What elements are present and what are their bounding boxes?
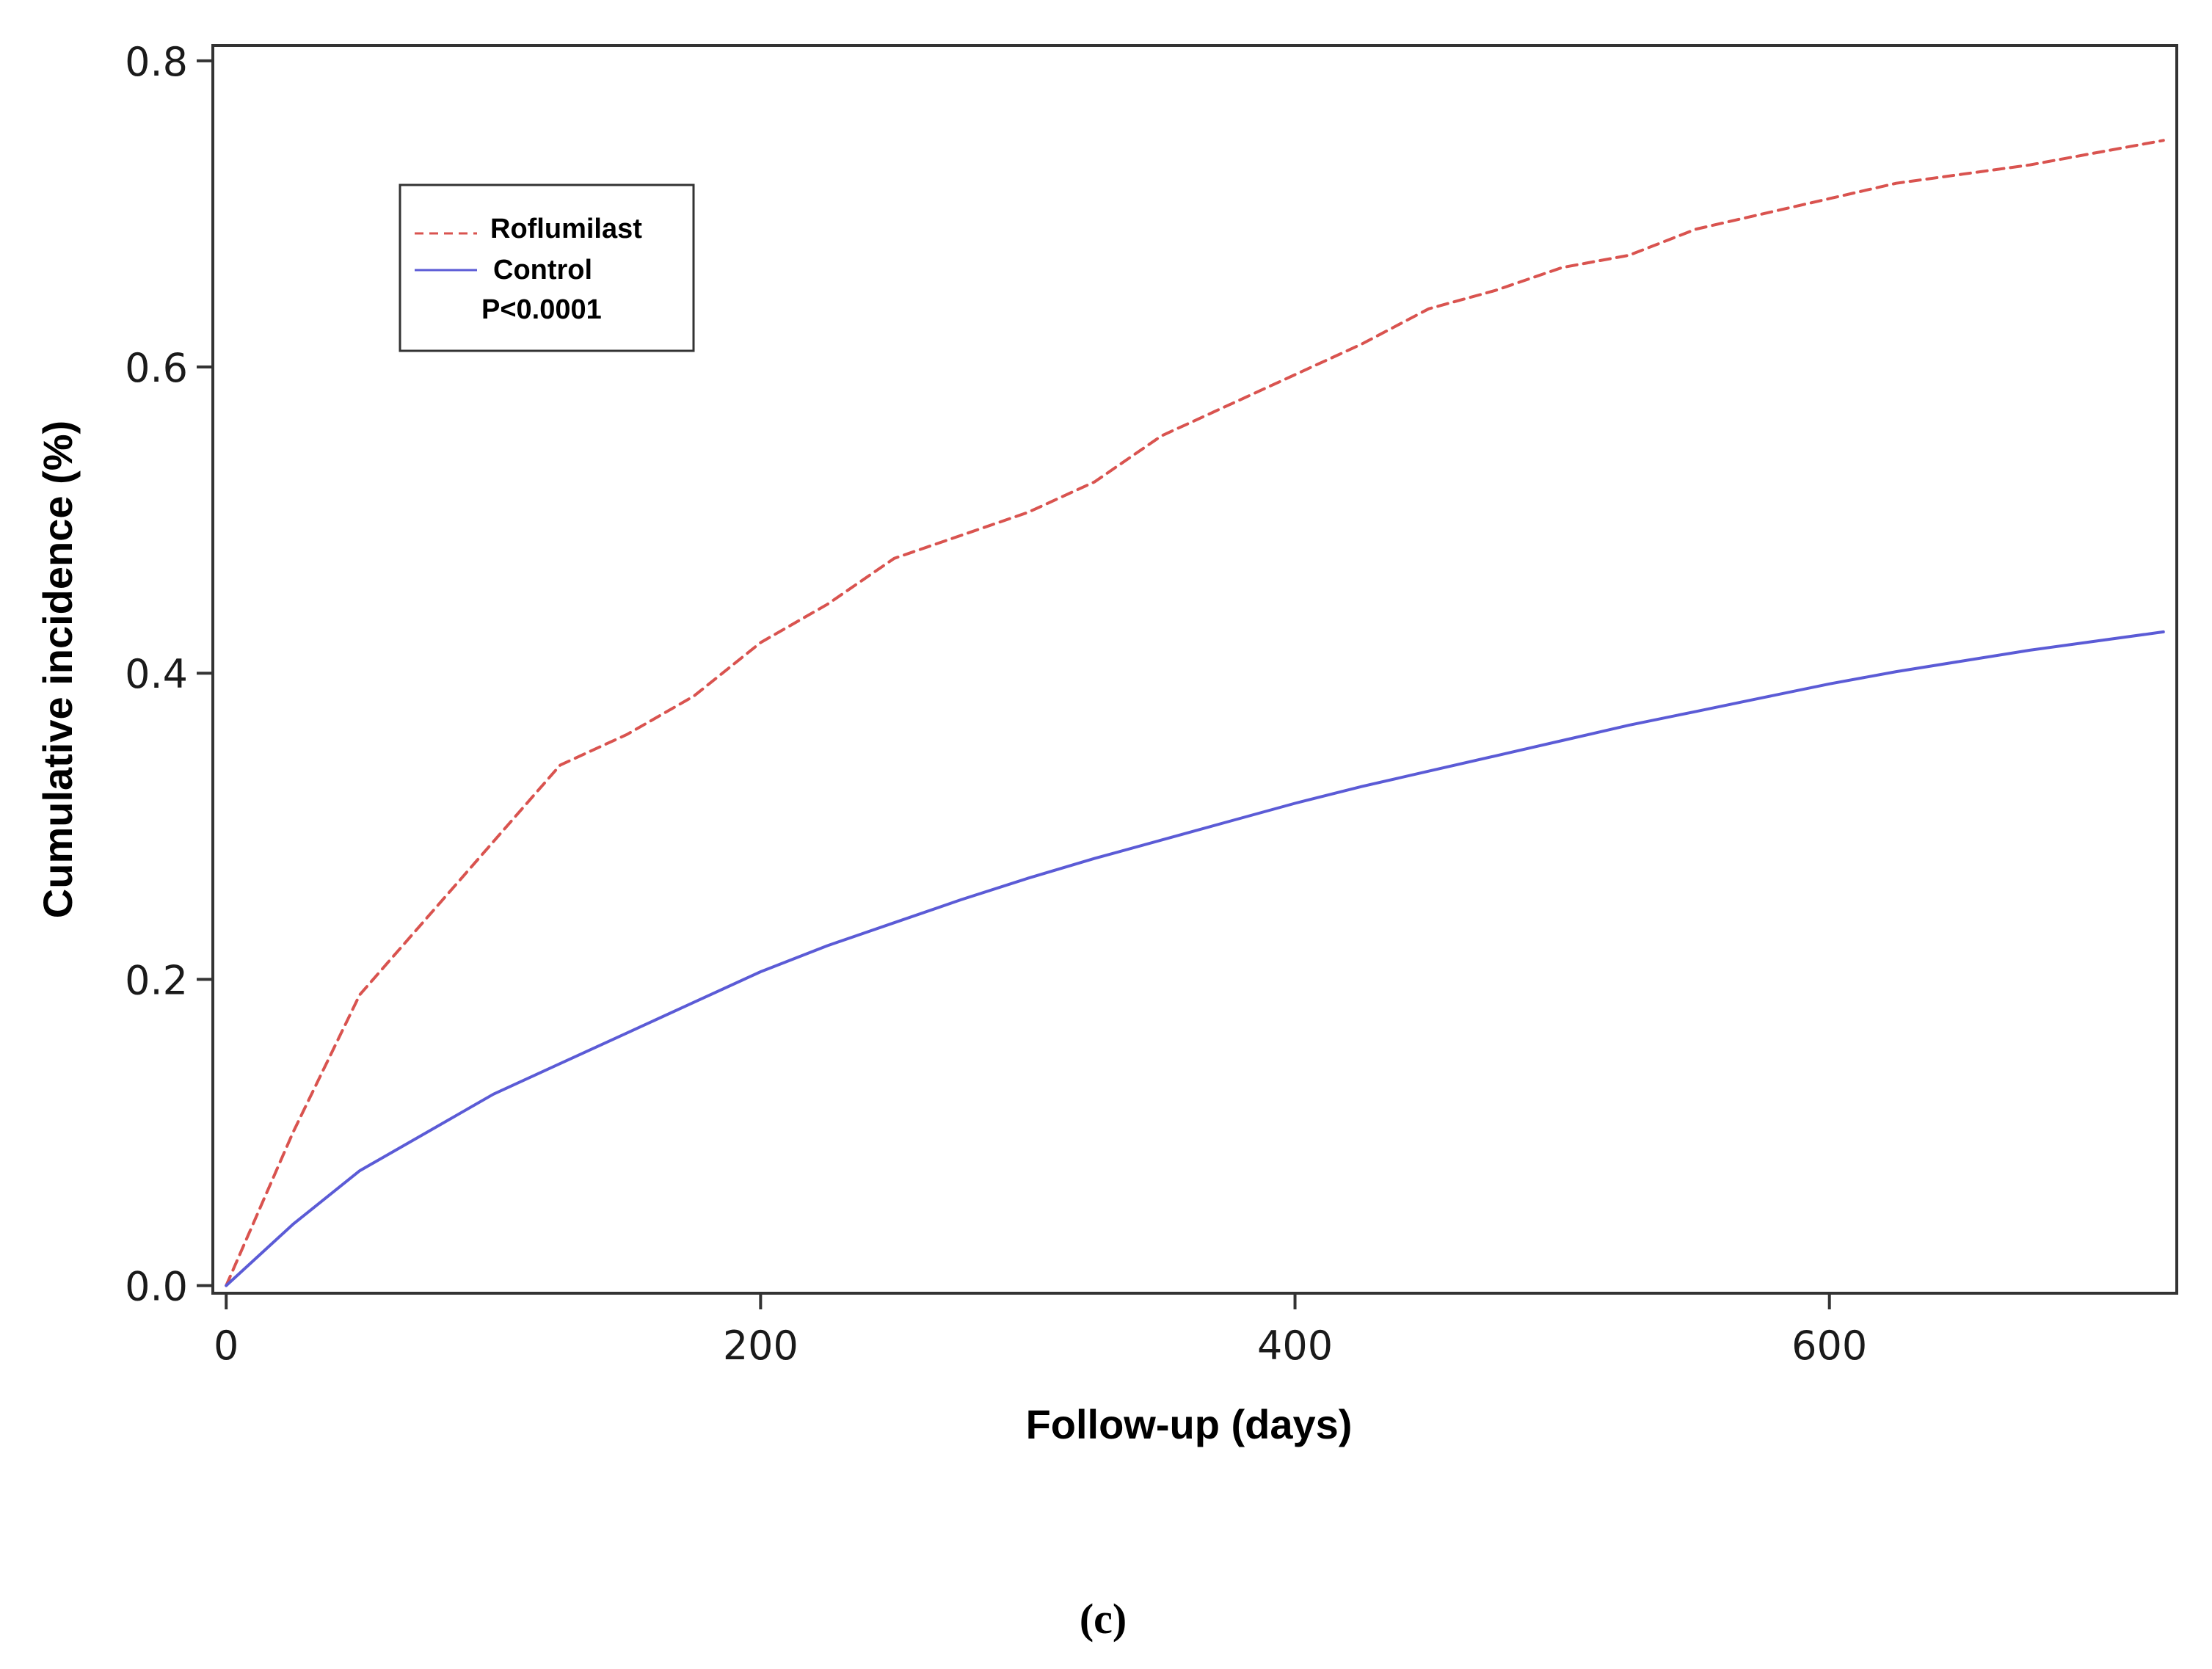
legend: Roflumilast Control P<0.0001 [399, 183, 695, 352]
series-line-roflumilast [225, 139, 2165, 1287]
legend-box [399, 183, 695, 352]
series-layer [225, 139, 2165, 1287]
x-tick-label-200: 200 [723, 1323, 798, 1369]
legend-label-roflumilast: Roflumilast [490, 214, 642, 244]
legend-label-control: Control [493, 255, 592, 286]
series-line-control [225, 630, 2165, 1287]
axes: 0 200 400 600 0.0 0.2 0.4 0.6 0.8 [125, 39, 1867, 1369]
figure-caption: (c) [1080, 1595, 1127, 1643]
y-axis-title: Cumulative incidence (%) [34, 421, 81, 918]
plot-frame [211, 44, 2178, 1295]
x-tick-label-600: 600 [1791, 1323, 1867, 1369]
y-tick-label-0: 0.0 [125, 1264, 188, 1310]
x-axis-title: Follow-up (days) [1026, 1401, 1353, 1447]
y-tick-label-0.2: 0.2 [125, 957, 188, 1003]
x-tick-label-400: 400 [1257, 1323, 1333, 1369]
y-tick-label-0.4: 0.4 [125, 651, 188, 697]
y-tick-label-0.8: 0.8 [125, 39, 188, 85]
y-tick-label-0.6: 0.6 [125, 345, 188, 391]
x-tick-label-0: 0 [214, 1323, 239, 1369]
legend-annotation-pvalue: P<0.0001 [481, 294, 602, 325]
